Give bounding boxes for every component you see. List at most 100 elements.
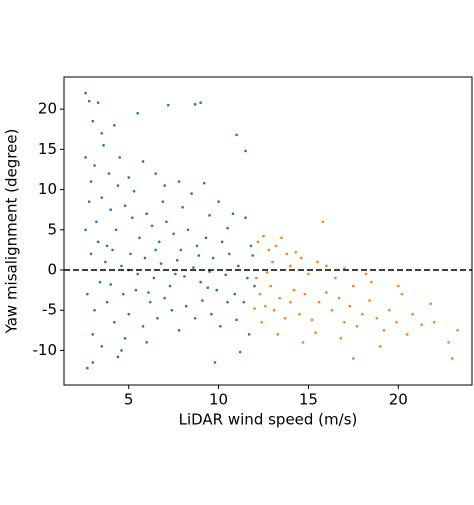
point <box>118 156 122 159</box>
point <box>107 172 111 175</box>
point <box>314 331 317 335</box>
point <box>395 320 398 324</box>
point <box>265 271 269 274</box>
point <box>199 280 202 284</box>
point <box>114 228 118 232</box>
point <box>364 272 368 276</box>
point <box>370 280 373 284</box>
point <box>456 329 459 332</box>
point <box>102 144 105 147</box>
y-tick-label: 20 <box>38 100 57 118</box>
x-tick-label: 5 <box>124 391 134 409</box>
point <box>168 284 172 288</box>
point <box>226 226 229 230</box>
y-tick-label: 0 <box>47 261 57 279</box>
x-tick-label: 10 <box>209 391 228 409</box>
point <box>246 276 249 280</box>
point <box>388 308 391 312</box>
point <box>255 276 258 280</box>
point <box>343 267 346 270</box>
point <box>84 156 87 159</box>
point <box>111 248 114 252</box>
point <box>157 240 161 244</box>
point <box>141 160 145 163</box>
point <box>217 200 220 203</box>
point <box>134 288 138 292</box>
point <box>235 318 238 322</box>
y-tick-label: 10 <box>38 180 57 198</box>
point <box>100 345 104 348</box>
point <box>352 284 355 288</box>
y-tick-label: 5 <box>47 220 57 238</box>
point <box>183 275 186 278</box>
point <box>87 99 91 103</box>
point <box>447 341 450 344</box>
point <box>379 345 382 348</box>
point <box>100 196 104 199</box>
x-tick-label: 15 <box>299 391 318 409</box>
point <box>154 172 157 175</box>
point <box>84 228 87 232</box>
point <box>174 272 177 276</box>
point <box>122 292 125 296</box>
point <box>244 149 247 153</box>
point <box>109 283 113 286</box>
point <box>280 236 283 240</box>
point <box>181 205 184 209</box>
point <box>267 248 271 252</box>
point <box>244 216 247 220</box>
point <box>91 119 95 123</box>
point <box>228 252 231 256</box>
point <box>177 329 181 332</box>
point <box>113 320 116 324</box>
point <box>355 324 359 328</box>
y-tick-label: -5 <box>42 301 57 319</box>
point <box>361 312 364 316</box>
y-tick-label: -10 <box>33 341 58 359</box>
point <box>348 304 352 308</box>
point <box>89 252 93 256</box>
point <box>368 299 371 302</box>
point <box>330 308 334 312</box>
point <box>96 240 100 244</box>
point <box>105 244 109 248</box>
point <box>450 357 454 360</box>
point <box>299 256 303 260</box>
point <box>298 312 301 316</box>
point <box>96 101 100 105</box>
point <box>251 254 255 257</box>
point <box>84 91 87 95</box>
point <box>190 192 193 195</box>
point <box>343 320 346 324</box>
point <box>123 204 127 207</box>
point <box>93 308 96 312</box>
point <box>307 272 310 276</box>
point <box>226 300 229 304</box>
point <box>411 312 414 316</box>
point <box>192 266 195 269</box>
point <box>334 276 337 280</box>
point <box>177 180 181 183</box>
point <box>301 341 305 344</box>
point <box>186 228 190 232</box>
point <box>253 307 256 310</box>
point <box>179 248 183 252</box>
point <box>163 184 166 187</box>
point <box>172 232 175 236</box>
point <box>193 103 197 106</box>
point <box>310 318 314 322</box>
point <box>127 176 131 179</box>
point <box>120 264 123 268</box>
y-axis-label: Yaw misalignment (degree) <box>3 129 21 335</box>
point <box>253 284 256 288</box>
point <box>352 357 355 360</box>
point <box>249 244 253 248</box>
point <box>339 337 343 340</box>
point <box>283 316 287 320</box>
point <box>204 236 208 240</box>
point <box>321 220 325 224</box>
point <box>95 220 98 224</box>
point <box>148 300 152 304</box>
point <box>289 264 292 268</box>
